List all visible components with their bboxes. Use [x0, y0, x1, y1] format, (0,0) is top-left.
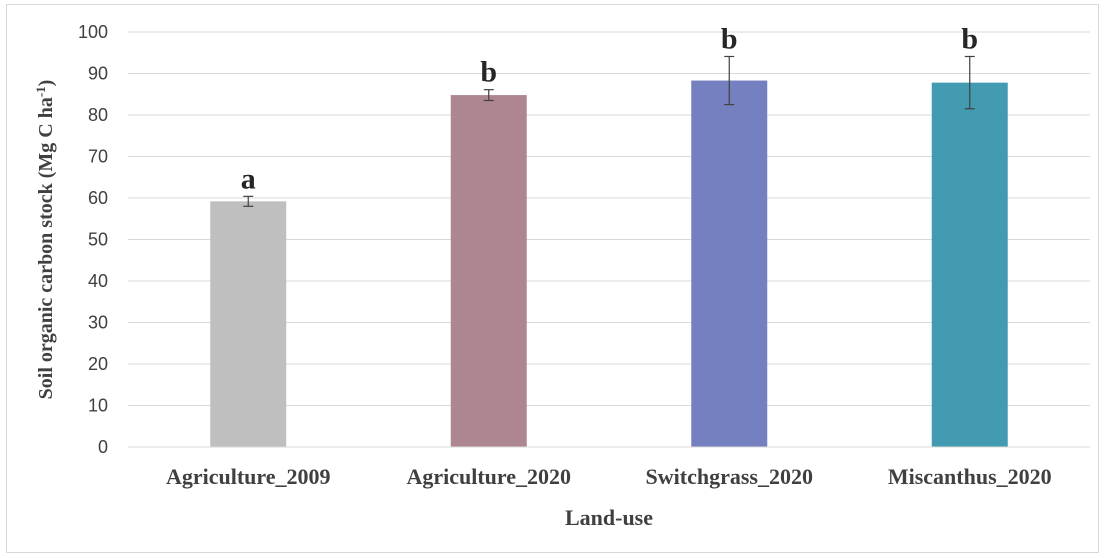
significance-letter: b — [480, 56, 497, 89]
x-tick-label: Switchgrass_2020 — [646, 464, 813, 489]
significance-letters: a b b b — [241, 22, 978, 195]
y-tick-label: 30 — [88, 313, 108, 333]
bars — [210, 80, 1008, 448]
x-tick-label: Miscanthus_2020 — [888, 464, 1052, 489]
gridlines — [128, 31, 1090, 406]
y-tick-label: 90 — [88, 64, 108, 84]
y-tick-label: 80 — [88, 105, 108, 125]
bar — [210, 201, 287, 447]
y-tick-label: 20 — [88, 354, 108, 374]
error-bars — [243, 55, 975, 207]
y-tick-labels: 0 10 20 30 40 50 60 70 80 90 100 — [78, 22, 108, 457]
x-tick-label: Agriculture_2009 — [166, 464, 331, 489]
y-axis-title: Soil organic carbon stock (Mg C ha-1) — [33, 80, 58, 400]
x-tick-labels: Agriculture_2009 Agriculture_2020 Switchgr… — [166, 464, 1052, 489]
y-tick-label: 60 — [88, 188, 108, 208]
y-axis-title-main: Soil organic carbon stock (Mg C ha — [35, 97, 57, 399]
y-tick-label: 0 — [98, 437, 108, 457]
x-axis-title: Land-use — [565, 505, 653, 530]
bar — [450, 95, 527, 447]
significance-letter: a — [241, 162, 256, 195]
y-axis-title-superscript: -1 — [33, 86, 48, 97]
y-tick-label: 40 — [88, 271, 108, 291]
y-axis-title-suffix: ) — [35, 80, 57, 87]
y-tick-label: 10 — [88, 396, 108, 416]
significance-letter: b — [961, 22, 978, 55]
significance-letter: b — [721, 22, 738, 55]
x-tick-label: Agriculture_2020 — [406, 464, 571, 489]
y-tick-label: 70 — [88, 147, 108, 167]
chart-frame — [6, 4, 1099, 553]
y-tick-label: 50 — [88, 230, 108, 250]
bar — [691, 80, 768, 448]
bar — [931, 82, 1008, 447]
y-tick-label: 100 — [78, 22, 108, 42]
